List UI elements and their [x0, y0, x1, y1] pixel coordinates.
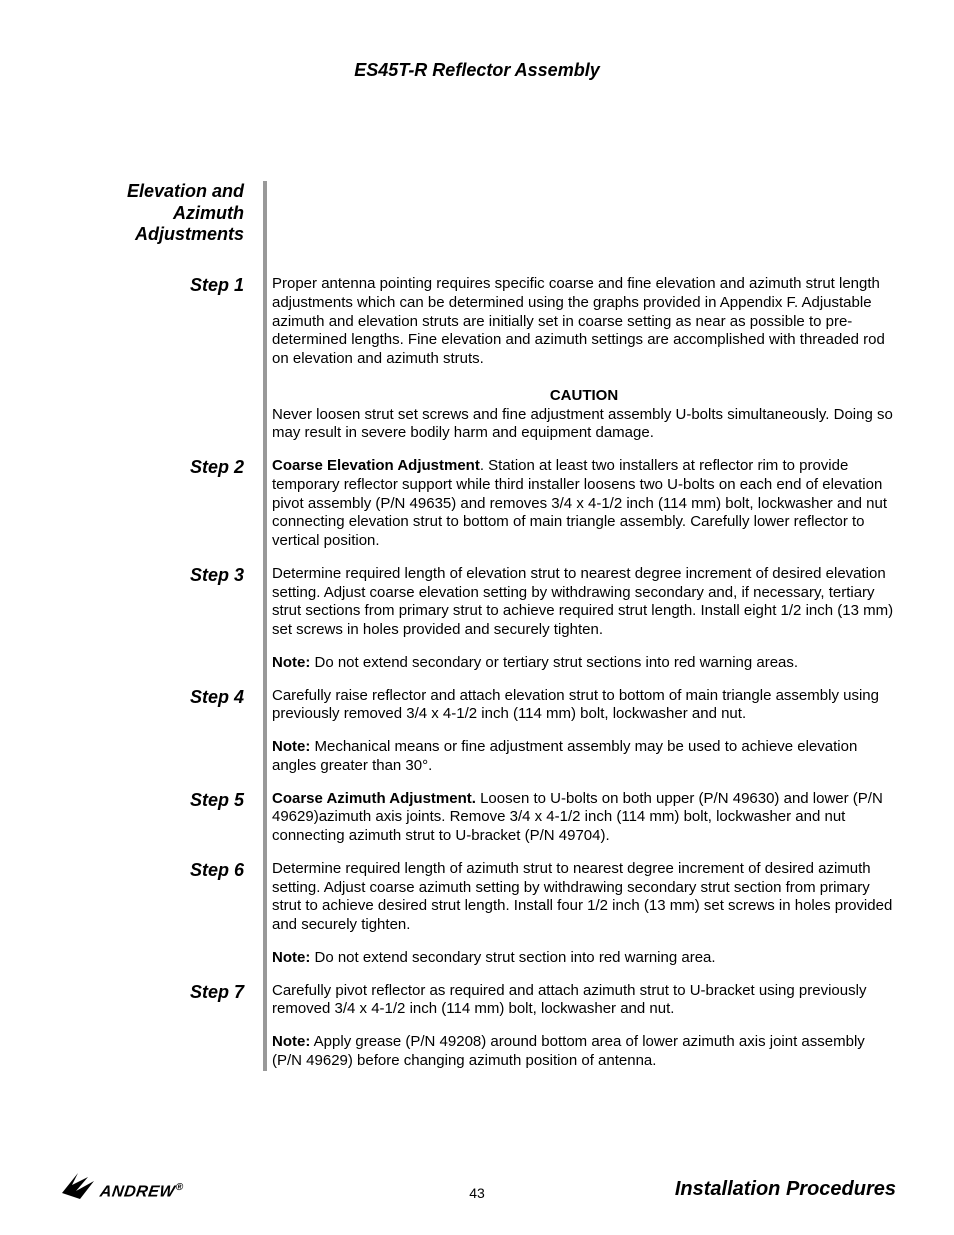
page: ES45T-R Reflector Assembly Elevation and…	[0, 0, 954, 1235]
step-label: Step 6	[58, 860, 258, 968]
document-title: ES45T-R Reflector Assembly	[58, 60, 896, 81]
step-lead-bold: Coarse Elevation Adjustment	[272, 457, 480, 474]
section-heading: Elevation and Azimuth Adjustments	[58, 181, 258, 261]
step-label: Step 4	[58, 687, 258, 776]
brand-name: ANDREW®	[99, 1182, 185, 1201]
footer-inner: ANDREW® 43 Installation Procedures	[58, 1151, 896, 1201]
step-text: Coarse Elevation Adjustment. Station at …	[272, 457, 896, 551]
note-label: Note:	[272, 654, 310, 671]
step-note: Note: Apply grease (P/N 49208) around bo…	[272, 1033, 896, 1071]
caution-heading: CAUTION	[272, 387, 896, 406]
step-body: Carefully pivot reflector as required an…	[258, 982, 896, 1071]
step-note: Note: Mechanical means or fine adjustmen…	[272, 738, 896, 776]
step-row-4: Step 4 Carefully raise reflector and att…	[58, 687, 896, 776]
lightning-icon	[58, 1171, 98, 1201]
step-text: Coarse Azimuth Adjustment. Loosen to U-b…	[272, 790, 896, 846]
caution-body: Never loosen strut set screws and fine a…	[272, 406, 896, 444]
step-body: Carefully raise reflector and attach ele…	[258, 687, 896, 776]
step-row-3: Step 3 Determine required length of elev…	[58, 565, 896, 673]
step-body: Proper antenna pointing requires specifi…	[258, 275, 896, 443]
section-head-row: Elevation and Azimuth Adjustments	[58, 181, 896, 261]
page-number: 43	[469, 1185, 485, 1201]
note-label: Note:	[272, 949, 310, 966]
step-body: Determine required length of azimuth str…	[258, 860, 896, 968]
note-text: Do not extend secondary strut section in…	[310, 949, 715, 966]
page-footer: ANDREW® 43 Installation Procedures	[58, 1151, 896, 1201]
step-label: Step 7	[58, 982, 258, 1071]
footer-section-title: Installation Procedures	[675, 1178, 896, 1201]
step-label: Step 1	[58, 275, 258, 443]
step-text: Carefully pivot reflector as required an…	[272, 982, 896, 1020]
step-lead-bold: Coarse Azimuth Adjustment.	[272, 790, 476, 807]
step-row-6: Step 6 Determine required length of azim…	[58, 860, 896, 968]
note-label: Note:	[272, 738, 310, 755]
step-row-7: Step 7 Carefully pivot reflector as requ…	[58, 982, 896, 1071]
step-text: Determine required length of elevation s…	[272, 565, 896, 640]
vertical-rule	[263, 181, 267, 1071]
step-label: Step 5	[58, 790, 258, 846]
step-text: Proper antenna pointing requires specifi…	[272, 275, 896, 369]
step-text: Determine required length of azimuth str…	[272, 860, 896, 935]
section-heading-text: Elevation and Azimuth Adjustments	[58, 181, 244, 246]
step-row-1: Step 1 Proper antenna pointing requires …	[58, 275, 896, 443]
section: Elevation and Azimuth Adjustments Step 1…	[58, 181, 896, 1071]
step-note: Note: Do not extend secondary or tertiar…	[272, 654, 896, 673]
step-note: Note: Do not extend secondary strut sect…	[272, 949, 896, 968]
step-row-5: Step 5 Coarse Azimuth Adjustment. Loosen…	[58, 790, 896, 846]
step-row-2: Step 2 Coarse Elevation Adjustment. Stat…	[58, 457, 896, 551]
note-text: Apply grease (P/N 49208) around bottom a…	[272, 1033, 865, 1069]
step-label: Step 3	[58, 565, 258, 673]
step-text: Carefully raise reflector and attach ele…	[272, 687, 896, 725]
note-text: Do not extend secondary or tertiary stru…	[310, 654, 798, 671]
step-body: Coarse Elevation Adjustment. Station at …	[258, 457, 896, 551]
step-body: Determine required length of elevation s…	[258, 565, 896, 673]
note-label: Note:	[272, 1033, 310, 1050]
section-head-body	[258, 181, 896, 261]
note-text: Mechanical means or fine adjustment asse…	[272, 738, 857, 774]
step-body: Coarse Azimuth Adjustment. Loosen to U-b…	[258, 790, 896, 846]
brand-logo: ANDREW®	[58, 1171, 183, 1201]
step-label: Step 2	[58, 457, 258, 551]
